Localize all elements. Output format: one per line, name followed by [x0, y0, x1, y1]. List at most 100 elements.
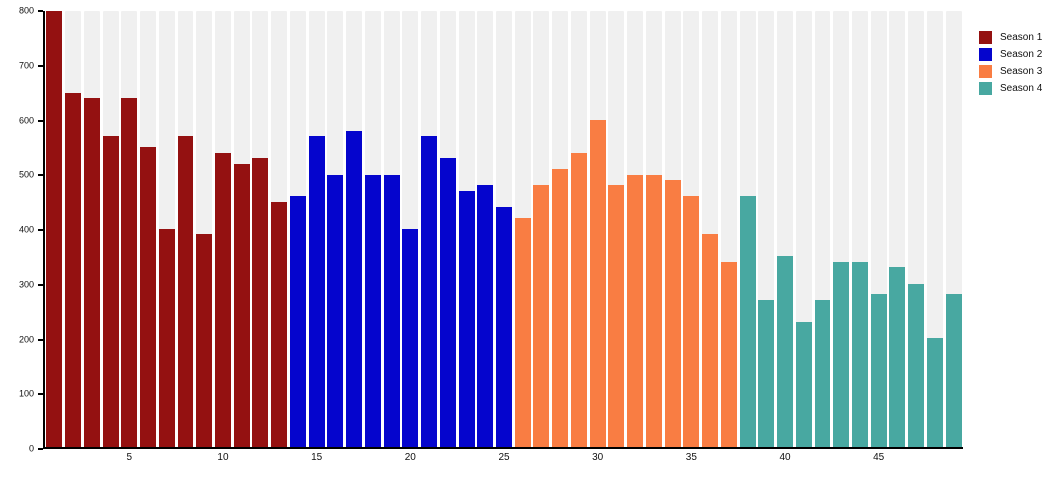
bar-slot [102, 11, 119, 447]
bar-slot [777, 11, 793, 447]
legend-item: Season 1 [979, 31, 1042, 44]
bar-slot [65, 11, 82, 447]
bar-slot [795, 11, 812, 447]
y-tick-label: 0 [28, 443, 34, 454]
legend-swatch-icon [979, 82, 992, 95]
bar-slot [570, 11, 587, 447]
bar-season-3 [683, 196, 700, 447]
bar-season-4 [777, 256, 793, 447]
x-axis: 5 10 15 20 25 30 35 40 45 [45, 453, 963, 469]
x-tick-label: 35 [685, 452, 697, 463]
bar-slot [402, 11, 419, 447]
bar-season-4 [851, 261, 868, 447]
bar-season-1 [233, 163, 250, 447]
y-tick-label: 800 [18, 5, 34, 16]
bar-season-2 [458, 190, 475, 447]
bar-slot [46, 11, 63, 447]
bar-season-2 [496, 207, 512, 447]
bar-season-1 [121, 98, 138, 447]
bar-slot [851, 11, 868, 447]
x-tick-label: 40 [779, 452, 791, 463]
bar-season-2 [383, 174, 400, 447]
bar-season-3 [552, 169, 569, 447]
bar-slot [945, 11, 962, 447]
bar-slot [870, 11, 887, 447]
bar-slot [496, 11, 512, 447]
bar-season-3 [570, 152, 587, 447]
bar-slot [683, 11, 700, 447]
bar-season-1 [158, 229, 175, 447]
bar-slot [458, 11, 475, 447]
bar-season-4 [739, 196, 756, 447]
bar-season-4 [814, 299, 831, 447]
bar-slot [889, 11, 906, 447]
y-tick-label: 100 [18, 388, 34, 399]
y-tick-mark [38, 119, 43, 122]
bar-slot [908, 11, 925, 447]
bar-season-1 [140, 147, 157, 447]
bar-season-1 [177, 136, 194, 447]
y-tick-label: 600 [18, 115, 34, 125]
bar-slot [140, 11, 157, 447]
bar-season-1 [46, 11, 63, 447]
bar-slot [308, 11, 325, 447]
bar-slot [664, 11, 681, 447]
bar-season-4 [945, 294, 962, 447]
bar-slot [346, 11, 363, 447]
bar-season-4 [758, 299, 775, 447]
bar-season-2 [439, 158, 456, 447]
legend-swatch-icon [979, 31, 992, 44]
bar-slot [926, 11, 943, 447]
y-tick-mark [38, 448, 43, 450]
legend: Season 1 Season 2 Season 3 Season 4 [979, 31, 1042, 99]
y-tick-label: 500 [18, 169, 34, 180]
x-tick-label: 10 [217, 452, 229, 463]
plot-area [43, 11, 963, 449]
bar-season-3 [645, 174, 662, 447]
x-tick-label: 30 [592, 452, 604, 463]
bar-season-3 [627, 174, 644, 447]
legend-swatch-icon [979, 48, 992, 61]
bar-slot [289, 11, 306, 447]
y-tick-mark [38, 10, 43, 12]
bar-slot [477, 11, 494, 447]
bar-season-2 [402, 229, 419, 447]
bar-slot [421, 11, 438, 447]
bar-season-3 [664, 179, 681, 447]
y-tick-label: 700 [18, 60, 34, 71]
bar-slot [627, 11, 644, 447]
x-tick-label: 5 [126, 452, 133, 463]
bar-season-1 [271, 201, 288, 447]
bar-season-2 [327, 174, 344, 447]
legend-item: Season 3 [979, 65, 1042, 78]
legend-label: Season 3 [1000, 66, 1043, 77]
y-tick-label: 400 [18, 224, 34, 235]
bar-season-1 [252, 158, 269, 447]
bar-season-4 [795, 321, 812, 447]
legend-item: Season 4 [979, 82, 1042, 95]
bar-season-2 [477, 185, 494, 447]
bar-slot [758, 11, 775, 447]
bar-season-2 [346, 130, 363, 447]
bar-slot [702, 11, 719, 447]
bar-slot [720, 11, 737, 447]
bar-slot [327, 11, 344, 447]
bar-slot [814, 11, 831, 447]
x-tick-label: 20 [404, 452, 416, 463]
y-tick-mark [38, 174, 43, 177]
bar-season-4 [833, 261, 850, 447]
y-tick-mark [38, 283, 43, 286]
bar-slot [215, 11, 231, 447]
x-tick-label: 25 [498, 452, 510, 463]
bar-season-1 [215, 152, 231, 447]
legend-label: Season 1 [1000, 32, 1043, 43]
bar-slot [83, 11, 100, 447]
bar-season-1 [83, 98, 100, 447]
bar-season-4 [870, 294, 887, 447]
legend-item: Season 2 [979, 48, 1042, 61]
bar-season-2 [421, 136, 438, 447]
bar-slot [608, 11, 625, 447]
bar-slot [252, 11, 269, 447]
bar-slot [196, 11, 213, 447]
